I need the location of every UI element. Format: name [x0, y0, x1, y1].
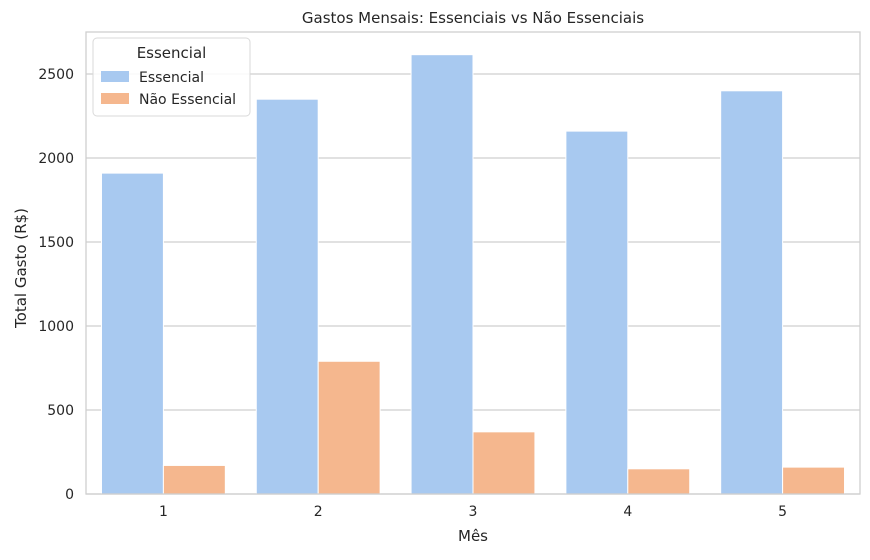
plot-frame: [85, 31, 861, 495]
legend: Essencial Essencial Não Essencial: [92, 37, 251, 117]
x-axis-label: Mês: [458, 527, 488, 545]
x-tick-label: 5: [778, 504, 787, 520]
y-tick-label: 0: [65, 487, 74, 503]
bar-essencial-2: [255, 98, 319, 495]
bar-nao-essencial-2: [317, 360, 381, 495]
x-tick-label: 1: [159, 504, 168, 520]
chart-title: Gastos Mensais: Essenciais vs Não Essenc…: [302, 9, 644, 27]
legend-swatch: [101, 71, 129, 82]
x-tick-label: 2: [314, 504, 323, 520]
y-tick-label: 1500: [38, 235, 74, 251]
bar-nao-essencial-1: [162, 464, 226, 495]
y-axis-label: Total Gasto (R$): [12, 208, 30, 329]
legend-box: [92, 37, 251, 117]
bars: [100, 54, 846, 495]
bar-essencial-3: [410, 54, 474, 495]
x-tick-label: 4: [623, 504, 632, 520]
x-tick-label: 3: [469, 504, 478, 520]
axes-frame: [85, 31, 861, 495]
legend-swatch: [101, 93, 129, 104]
bar-essencial-4: [565, 130, 629, 495]
y-tick-label: 500: [47, 403, 74, 419]
y-tick-label: 2500: [38, 67, 74, 83]
y-tick-label: 2000: [38, 151, 74, 167]
bar-nao-essencial-3: [472, 431, 536, 495]
legend-title: Essencial: [137, 44, 207, 62]
y-tick-label: 1000: [38, 319, 74, 335]
bar-nao-essencial-4: [627, 468, 691, 495]
tick-labels: 0 500 1000 1500 2000 2500 1 2 3 4 5: [38, 67, 787, 520]
bar-nao-essencial-5: [782, 466, 846, 495]
legend-entry: Essencial: [139, 70, 204, 86]
bar-essencial-1: [100, 172, 164, 495]
bar-essencial-5: [720, 90, 784, 495]
legend-entry: Não Essencial: [139, 92, 236, 108]
